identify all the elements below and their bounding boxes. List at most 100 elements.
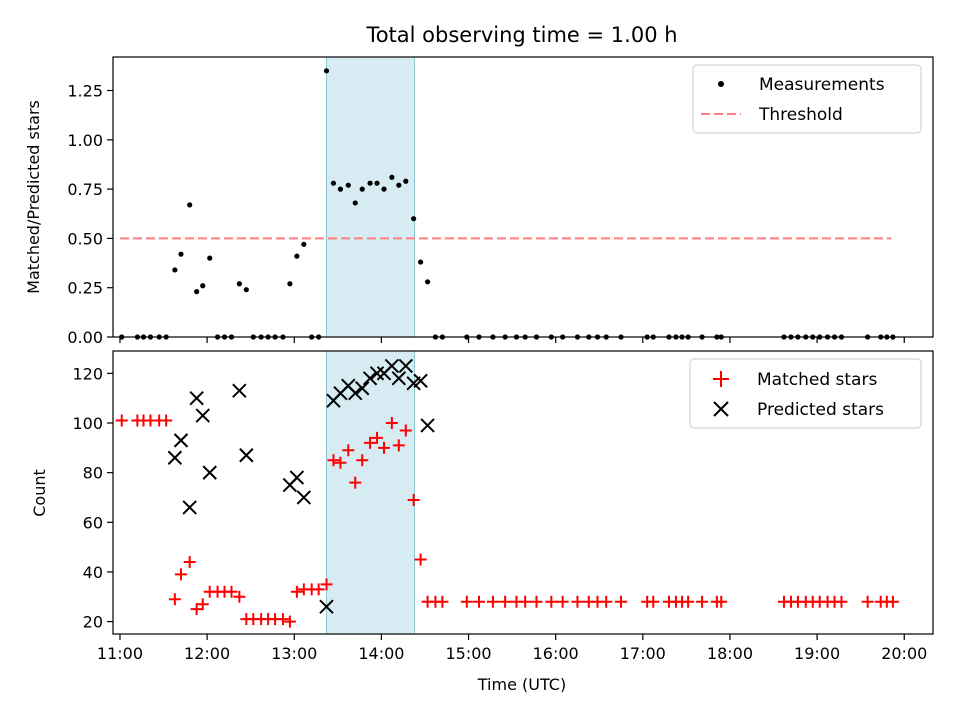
matched-legend-marker bbox=[713, 371, 729, 387]
matched-star-point bbox=[486, 595, 499, 608]
x-tick-label: 17:00 bbox=[620, 644, 666, 663]
x-tick-label: 16:00 bbox=[533, 644, 579, 663]
measurement-point bbox=[396, 182, 402, 188]
x-tick-label: 11:00 bbox=[97, 644, 143, 663]
measurement-point bbox=[301, 241, 307, 247]
predicted-star-point bbox=[232, 383, 247, 398]
predicted-star-point bbox=[384, 358, 400, 374]
matched-star-point bbox=[715, 595, 728, 608]
y-tick-label: 0.50 bbox=[67, 229, 103, 248]
measurement-point bbox=[418, 259, 424, 265]
matched-star-point bbox=[460, 595, 473, 608]
predicted-star-point bbox=[355, 381, 370, 396]
x-tick-label: 18:00 bbox=[707, 644, 753, 663]
predicted-star-point bbox=[189, 390, 204, 406]
matched-star-point bbox=[530, 595, 543, 608]
measurement-point bbox=[352, 200, 358, 206]
measurement-point bbox=[187, 202, 193, 208]
matched-star-point bbox=[472, 595, 485, 608]
matched-star-point bbox=[364, 436, 377, 449]
matched-star-point bbox=[334, 456, 347, 469]
y-tick-label: 40 bbox=[83, 563, 103, 582]
measurement-point bbox=[411, 216, 417, 222]
matched-star-point bbox=[349, 476, 362, 489]
y-tick-label: 0.25 bbox=[67, 279, 103, 298]
matched-star-point bbox=[399, 424, 412, 437]
matched-star-point bbox=[647, 595, 660, 608]
matched-star-point bbox=[600, 595, 613, 608]
measurement-point bbox=[200, 283, 206, 289]
y-tick-label: 60 bbox=[83, 513, 103, 532]
top-axes-frame bbox=[112, 56, 934, 338]
predicted-star-point bbox=[289, 470, 305, 485]
x-tick-label: 20:00 bbox=[881, 644, 927, 663]
predicted-star-point bbox=[173, 433, 189, 448]
matched-star-point bbox=[886, 595, 899, 608]
measurements-legend-marker bbox=[718, 81, 724, 87]
matched-star-point bbox=[283, 615, 296, 628]
matched-star-point bbox=[615, 595, 628, 608]
top-y-ticks: 0.00 0.25 0.50 0.75 1.00 1.25 bbox=[67, 82, 113, 347]
matched-star-point bbox=[861, 595, 874, 608]
bottom-y-axis-label: Count bbox=[30, 469, 49, 517]
matched-star-point bbox=[407, 493, 420, 506]
predicted-star-point bbox=[398, 358, 414, 374]
predicted-star-point bbox=[348, 385, 363, 401]
matched-star-point bbox=[499, 595, 512, 608]
matched-star-point bbox=[356, 454, 369, 467]
matched-star-point bbox=[835, 595, 848, 608]
matched-star-point bbox=[196, 598, 209, 611]
measurement-point bbox=[243, 287, 249, 293]
matched-star-point bbox=[168, 593, 181, 606]
measurement-point bbox=[403, 178, 409, 184]
matched-star-point bbox=[571, 595, 584, 608]
matched-star-point bbox=[225, 585, 238, 598]
matched-star-point bbox=[696, 595, 709, 608]
top-x-ticks bbox=[119, 337, 905, 343]
matched-star-point bbox=[174, 568, 187, 581]
matched-star-point bbox=[436, 595, 449, 608]
predicted-star-point bbox=[296, 490, 312, 505]
measurement-point bbox=[194, 289, 200, 295]
y-tick-label: 0.00 bbox=[67, 328, 103, 347]
measurement-point bbox=[424, 279, 431, 285]
matched-star-point bbox=[233, 590, 246, 603]
predicted-star-point bbox=[182, 500, 197, 515]
top-legend-box bbox=[692, 64, 922, 134]
predicted-star-point bbox=[202, 465, 217, 480]
measurement-point bbox=[330, 180, 337, 186]
y-tick-label: 80 bbox=[83, 464, 103, 483]
top-legend: Measurements Threshold bbox=[692, 64, 922, 134]
predicted-stars-points bbox=[167, 358, 435, 614]
matched-star-point bbox=[320, 578, 333, 591]
bottom-legend: Matched stars Predicted stars bbox=[689, 358, 922, 429]
y-tick-label: 20 bbox=[83, 613, 103, 632]
x-tick-label: 13:00 bbox=[271, 644, 317, 663]
measurements-legend-label: Measurements bbox=[759, 75, 885, 95]
matched-stars-points bbox=[115, 414, 899, 628]
predicted-star-point bbox=[391, 371, 407, 386]
bottom-x-ticks: 11:00 12:00 13:00 14:00 15:00 16:00 17:00 18:00… bbox=[97, 634, 927, 663]
measurement-point bbox=[389, 174, 395, 180]
measurement-point bbox=[381, 186, 387, 192]
y-tick-label: 1.00 bbox=[67, 131, 103, 150]
matched-star-point bbox=[392, 439, 405, 452]
y-tick-label: 0.75 bbox=[67, 180, 103, 199]
measurement-point bbox=[367, 180, 373, 186]
top-panel: 0.00 0.25 0.50 0.75 1.00 1.25 Matched/Predict… bbox=[24, 56, 934, 347]
top-y-axis-label: Matched/Predicted stars bbox=[24, 100, 43, 294]
x-tick-label: 14:00 bbox=[358, 644, 404, 663]
measurement-point bbox=[236, 281, 242, 287]
bottom-panel: 20 40 60 80 100 120 11:00 12:00 13:00 14:00 15:00… bbox=[30, 350, 934, 694]
top-observing-window bbox=[325, 56, 416, 338]
predicted-star-point bbox=[167, 450, 183, 465]
matched-star-point bbox=[371, 431, 384, 444]
figure-title: Total observing time = 1.00 h bbox=[365, 23, 677, 47]
bottom-legend-box bbox=[689, 358, 922, 429]
bottom-y-ticks: 20 40 60 80 100 120 bbox=[72, 364, 113, 632]
matched-star-point bbox=[385, 416, 398, 429]
matched-star-point bbox=[378, 441, 391, 454]
x-tick-label: 12:00 bbox=[184, 644, 230, 663]
predicted-star-point bbox=[362, 371, 378, 386]
